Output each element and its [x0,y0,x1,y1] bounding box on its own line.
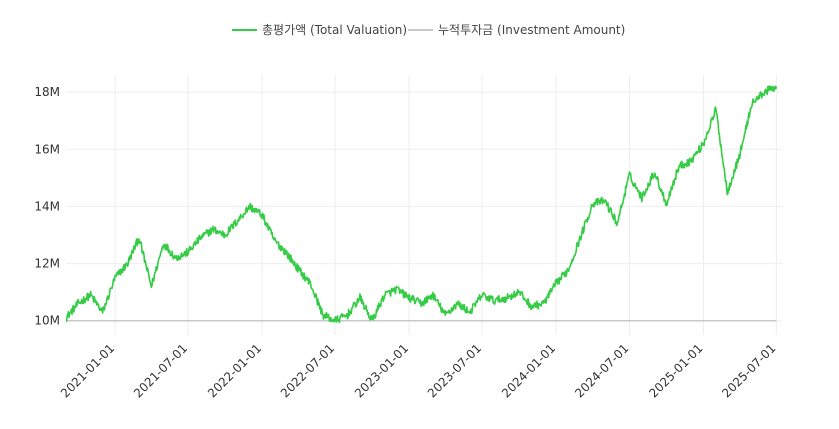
y-tick-label: 12M [34,257,60,271]
x-tick-label: 2022-01-01 [205,341,264,400]
legend-label-investment-amount: 누적투자금 (Investment Amount) [438,23,625,37]
grid [66,75,782,335]
series-line-total-valuation [65,85,778,324]
y-axis: 10M 12M 14M 16M 18M [34,85,60,328]
x-tick-label: 2022-07-01 [278,341,337,400]
series-layer [65,85,778,324]
x-tick-label: 2025-07-01 [719,341,778,400]
x-tick-label: 2024-01-01 [499,341,558,400]
x-tick-label: 2021-01-01 [58,341,117,400]
y-tick-label: 10M [34,314,60,328]
x-tick-label: 2023-07-01 [425,341,484,400]
x-tick-label: 2024-07-01 [572,341,631,400]
x-axis: 2021-01-01 2021-07-01 2022-01-01 2022-07-01… [58,341,778,400]
x-tick-label: 2025-01-01 [646,341,705,400]
x-tick-label: 2023-01-01 [352,341,411,400]
legend-label-total-valuation: 총평가액 (Total Valuation) [262,23,407,37]
legend: 총평가액 (Total Valuation) 누적투자금 (Investment… [232,23,625,37]
x-tick-label: 2021-07-01 [131,341,190,400]
y-tick-label: 16M [34,142,60,156]
y-tick-label: 14M [34,199,60,213]
y-tick-label: 18M [34,85,60,99]
